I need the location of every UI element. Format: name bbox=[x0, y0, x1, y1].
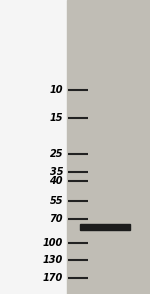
Text: 25: 25 bbox=[50, 149, 63, 159]
Text: 170: 170 bbox=[43, 273, 63, 283]
Text: 10: 10 bbox=[50, 85, 63, 95]
Bar bbox=[67, 0, 150, 294]
Text: 35: 35 bbox=[50, 167, 63, 177]
Text: 70: 70 bbox=[50, 214, 63, 224]
Bar bbox=[80, 224, 130, 230]
Text: 130: 130 bbox=[43, 255, 63, 265]
Text: 55: 55 bbox=[50, 196, 63, 206]
Text: 15: 15 bbox=[50, 113, 63, 123]
Bar bbox=[0, 0, 67, 294]
Text: 100: 100 bbox=[43, 238, 63, 248]
Text: 40: 40 bbox=[50, 176, 63, 186]
